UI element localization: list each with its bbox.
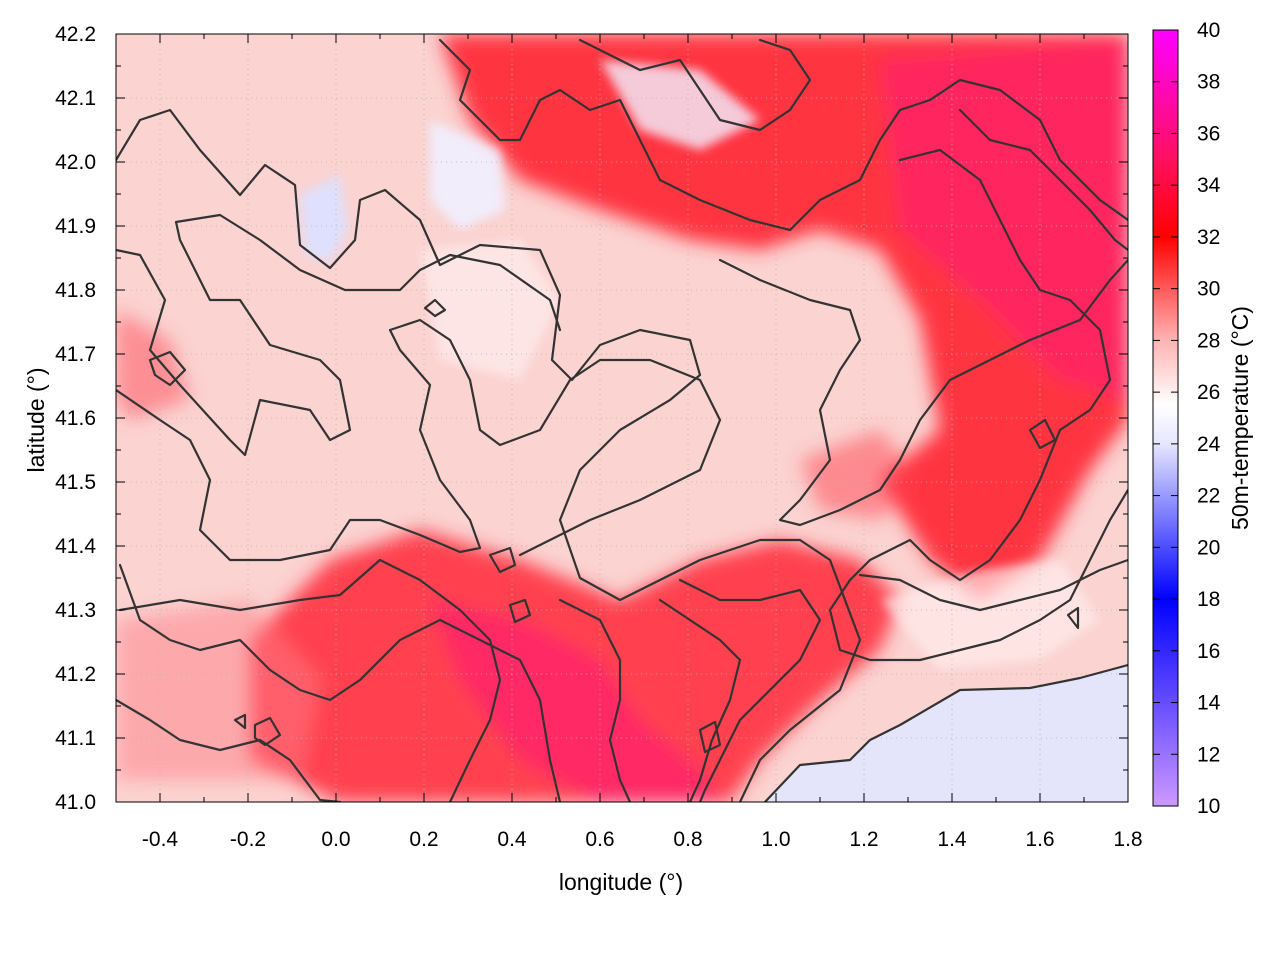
contour-line-8 [578,38,812,132]
y-tick-label-8: 41.8 [55,279,96,302]
contour-line-coast [763,663,1128,802]
x-tick-label-11: 1.8 [1113,828,1142,851]
contour-line-11 [958,108,1128,252]
colorbar [1152,29,1179,807]
x-tick-label-8: 1.2 [849,828,878,851]
colorbar-tick-label-3: 16 [1197,640,1220,663]
colorbar-tick-label-15: 40 [1197,19,1220,42]
contour-small-5 [508,598,532,624]
y-tick-label-10: 42.0 [55,151,96,174]
x-tick-label-6: 0.8 [673,828,702,851]
colorbar-tick-label-4: 18 [1197,588,1220,611]
x-tick-label-9: 1.4 [937,828,967,851]
y-tick-label-12: 42.2 [55,23,96,46]
field-cool-north-2 [600,60,760,150]
x-tick-label-0: -0.4 [142,828,179,851]
contour-line-12 [858,558,1128,612]
field-pale-east [880,560,1100,670]
x-tick-label-10: 1.6 [1025,828,1054,851]
y-tick-label-9: 41.9 [55,215,96,238]
contour-line-5 [118,563,562,802]
x-tick-label-2: 0.0 [321,828,350,851]
colorbar-tick-label-0: 10 [1197,795,1220,818]
colorbar-tick-label-11: 32 [1197,226,1220,249]
x-axis-ticks: -0.4 -0.2 0.0 0.2 0.4 0.6 0.8 1.0 1.2 1.4 1.6 1.8 [115,34,1143,851]
y-tick-label-11: 42.1 [55,87,96,110]
contour-line-9 [718,258,1128,527]
colorbar-tick-label-8: 26 [1197,381,1220,404]
colorbar-tick-label-2: 14 [1197,692,1221,715]
contour-small-3 [253,716,282,747]
x-tick-label-3: 0.2 [409,828,438,851]
y-tick-label-6: 41.6 [55,407,96,430]
contour-small-9 [1066,606,1080,630]
field-mild-southwest [116,600,320,780]
colorbar-tick-label-10: 30 [1197,278,1220,301]
colorbar-title: 50m-temperature (°C) [1227,306,1253,530]
y-tick-label-5: 41.5 [55,471,96,494]
x-tick-label-5: 0.6 [585,828,614,851]
contour-line-7 [438,38,1128,232]
field-warm-west [116,310,190,420]
y-tick-label-2: 41.2 [55,663,96,686]
contour-line-4 [116,698,342,802]
contour-line-15 [558,598,632,802]
contour-line-1 [116,108,862,802]
y-tick-label-1: 41.1 [55,727,96,750]
contour-small-2 [148,350,187,387]
colorbar-tick-label-5: 20 [1197,536,1220,559]
y-axis-title: latitude (°) [23,367,49,472]
colorbar-tick-label-12: 34 [1197,174,1221,197]
y-tick-label-7: 41.7 [55,343,96,366]
x-tick-label-7: 1.0 [761,828,790,851]
x-tick-label-4: 0.4 [497,828,527,851]
contour-small-6 [698,720,722,754]
contour-small-1 [423,298,447,318]
contour-line-13 [678,578,822,802]
colorbar-tick-label-1: 12 [1197,743,1220,766]
field-hot-northeast [880,40,1128,400]
x-tick-label-1: -0.2 [230,828,266,851]
contour-small-8 [233,713,247,730]
terrain-contours [116,38,1128,802]
colorbar-tick-label-6: 22 [1197,485,1220,508]
y-tick-label-3: 41.3 [55,599,96,622]
colorbar-ticks: 10 12 14 16 18 20 22 24 26 28 30 32 34 36 38 40 [1153,19,1221,818]
field-pale-center [420,240,560,380]
y-tick-label-4: 41.4 [55,535,96,558]
x-axis-title: longitude (°) [559,869,683,895]
field-cool-north [430,120,505,230]
contour-line-10 [828,148,1128,662]
contour-line-14 [658,598,742,802]
colorbar-tick-label-14: 38 [1197,71,1220,94]
contour-line-3 [116,318,722,562]
y-tick-label-0: 41.0 [55,791,96,814]
colorbar-tick-label-9: 28 [1197,329,1220,352]
field-sea [765,665,1128,802]
field-warm-interior-spot [800,430,920,520]
grid [116,34,1128,802]
colorbar-tick-label-13: 36 [1197,122,1220,145]
colorbar-tick-label-7: 24 [1197,433,1221,456]
field-cool-pocket [300,175,348,262]
contour-small-4 [488,546,517,574]
contour-line-6 [118,558,502,802]
contour-small-7 [1028,418,1057,450]
contour-line-2 [116,213,562,457]
y-axis-ticks: 41.0 41.1 41.2 41.3 41.4 41.5 41.6 41.7 41.8 41.9… [55,23,1128,814]
